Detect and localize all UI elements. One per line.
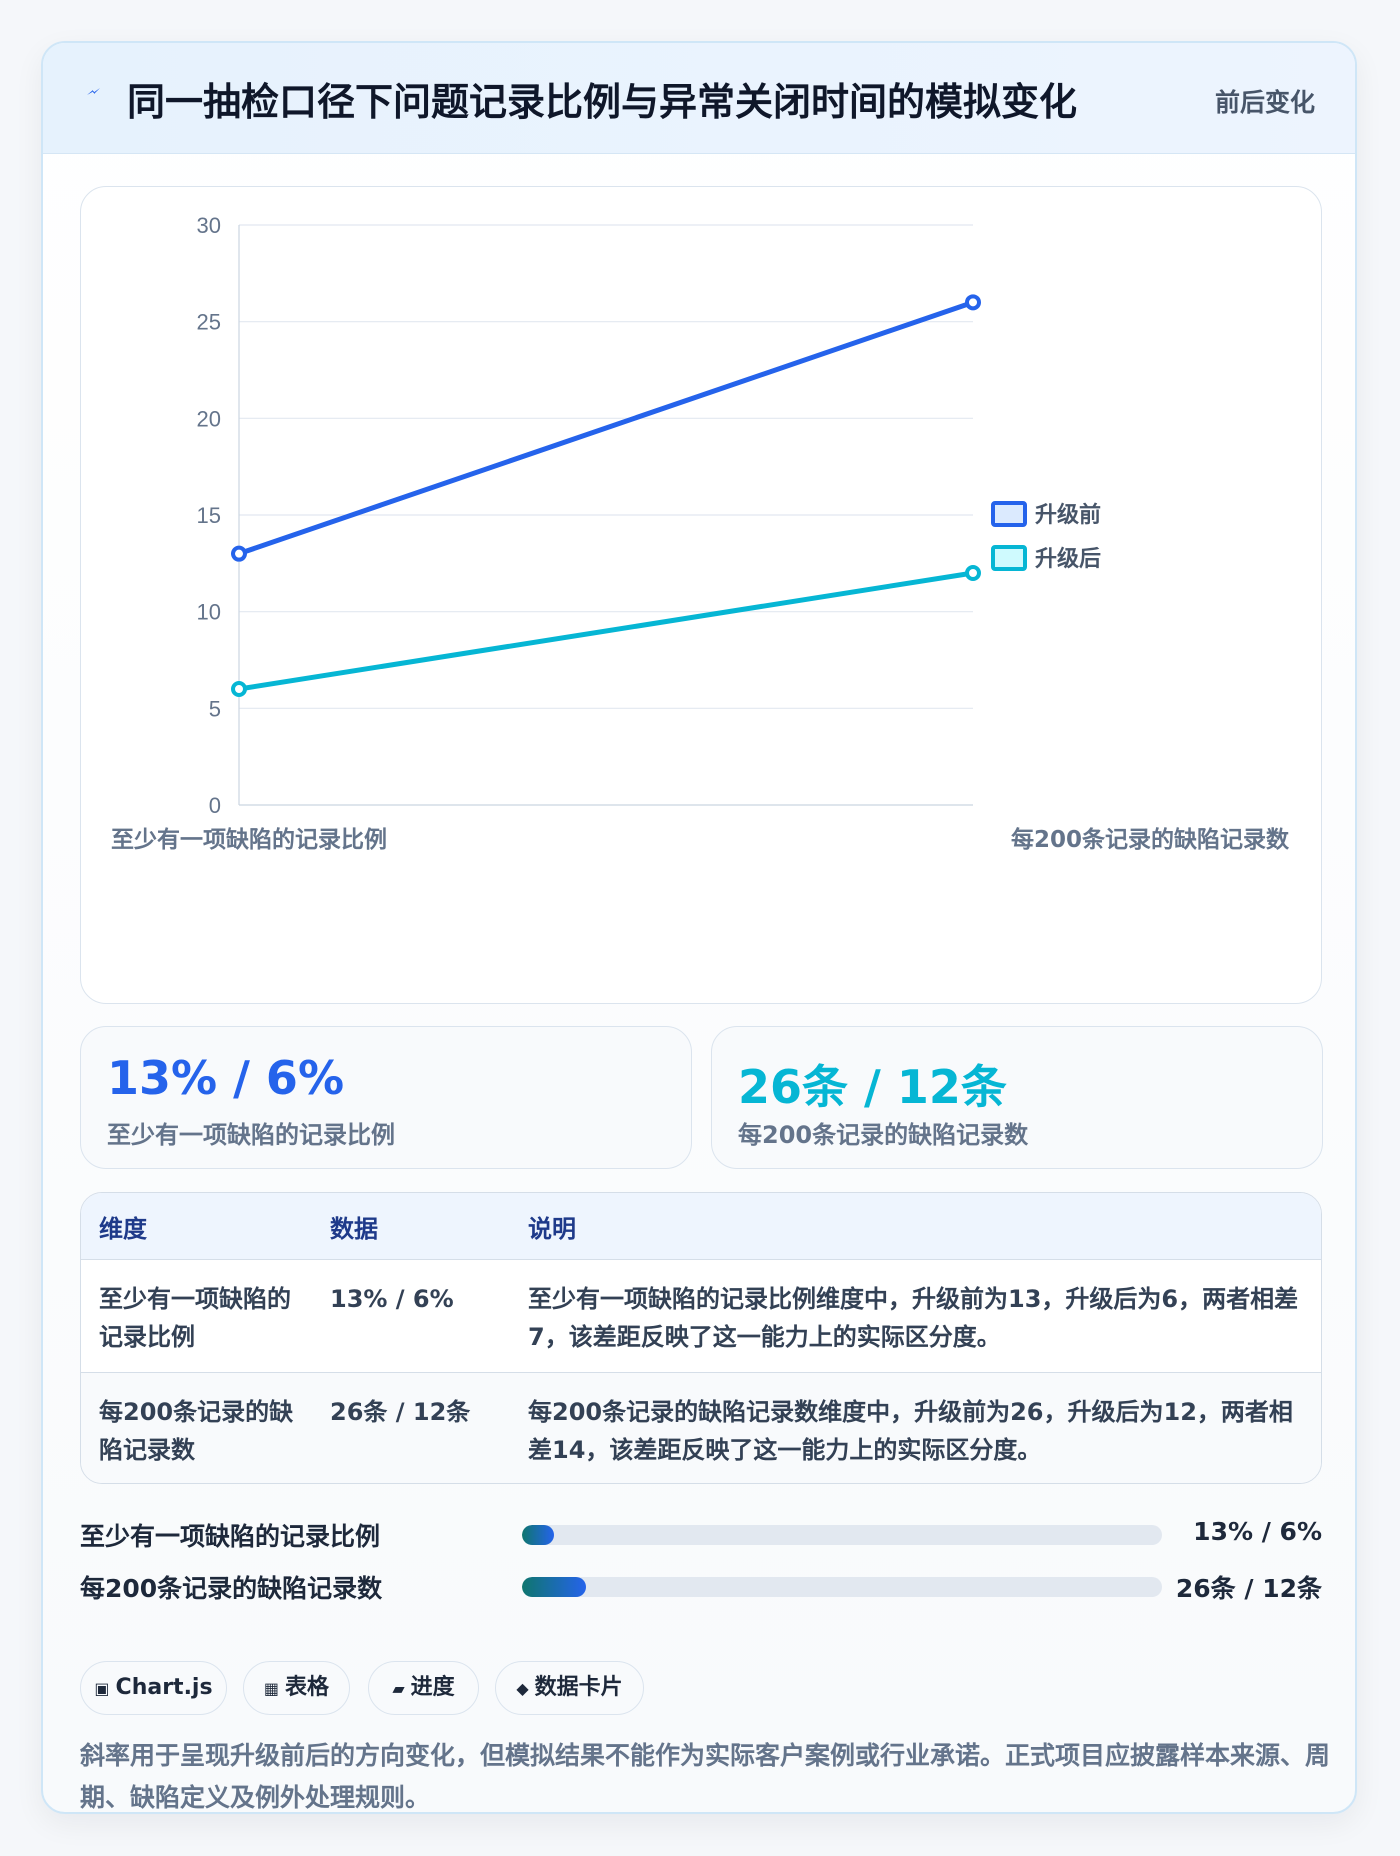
progress-value: 13% / 6% xyxy=(1193,1517,1322,1546)
legend-label: 升级后 xyxy=(1035,546,1101,572)
progress-label: 至少有一项缺陷的记录比例 xyxy=(80,1522,381,1551)
progress-track xyxy=(522,1577,1162,1597)
header-badge: 前后变化 xyxy=(1214,88,1315,117)
chip-table[interactable]: ▦ 表格 xyxy=(243,1661,350,1715)
table-cell: 每200条记录的缺陷记录数 xyxy=(81,1372,312,1483)
y-tick-label: 20 xyxy=(197,406,221,431)
chip-label: 进度 xyxy=(410,1675,455,1700)
table-cell: 26条 / 12条 xyxy=(312,1372,510,1483)
table-header-row: 维度 数据 说明 xyxy=(81,1193,1321,1260)
chip-label: Chart.js xyxy=(115,1675,213,1700)
table-header-cell: 说明 xyxy=(510,1193,1321,1260)
table-cell: 至少有一项缺陷的记录比例 xyxy=(99,1285,291,1351)
chip-progress[interactable]: ▰ 进度 xyxy=(368,1661,479,1715)
data-table: 维度 数据 说明 至少有一项缺陷的记录比例 13% / 6% 至少有一项缺陷的记… xyxy=(80,1192,1322,1484)
y-tick-label: 30 xyxy=(197,213,221,238)
page-title: 同一抽检口径下问题记录比例与异常关闭时间的模拟变化 xyxy=(127,80,1078,124)
chart-panel: 0 5 10 15 20 25 30 至少有一项缺陷的记录比例 每200条记录的缺陷记录数 升级前… xyxy=(80,186,1322,1004)
data-point xyxy=(965,565,981,581)
data-point xyxy=(231,545,247,562)
table-row: 至少有一项缺陷的记录比例 13% / 6% 至少有一项缺陷的记录比例维度中，升级… xyxy=(81,1260,1321,1373)
footnote: 斜率用于呈现升级前后的方向变化，但模拟结果不能作为实际客户案例或行业承诺。正式项… xyxy=(80,1741,1331,1812)
chip-label: 表格 xyxy=(285,1675,330,1700)
y-tick-label: 25 xyxy=(197,310,221,335)
stat-value: 26条 / 12条 xyxy=(738,1060,1007,1114)
lightning-icon xyxy=(87,88,100,95)
chip-label: 数据卡片 xyxy=(534,1675,623,1700)
data-point xyxy=(231,681,247,697)
series-line xyxy=(236,299,976,557)
table-cell: 每200条记录的缺陷记录数维度中，升级前为26，升级后为12，两者相差14，该差… xyxy=(510,1372,1321,1483)
main-card: 同一抽检口径下问题记录比例与异常关闭时间的模拟变化 前后变化 0 5 10 15 20 2… xyxy=(41,41,1357,1814)
table-cell: 13% / 6% xyxy=(330,1285,454,1313)
card-header: 同一抽检口径下问题记录比例与异常关闭时间的模拟变化 前后变化 xyxy=(43,43,1355,154)
stat-label: 至少有一项缺陷的记录比例 xyxy=(107,1121,395,1149)
stat-label: 每200条记录的缺陷记录数 xyxy=(738,1121,1029,1149)
y-tick-label: 15 xyxy=(197,503,221,528)
diamond-icon: ◆ xyxy=(516,1679,529,1698)
progress-icon: ▰ xyxy=(392,1679,405,1698)
stat-value: 13% / 6% xyxy=(107,1051,345,1105)
x-tick-label: 至少有一项缺陷的记录比例 xyxy=(111,826,387,853)
table-row: 每200条记录的缺陷记录数 26条 / 12条 每200条记录的缺陷记录数维度中… xyxy=(81,1372,1321,1483)
table-header-cell: 维度 xyxy=(81,1193,312,1260)
stat-card: 26条 / 12条 每200条记录的缺陷记录数 xyxy=(711,1026,1323,1169)
x-tick-label: 每200条记录的缺陷记录数 xyxy=(1011,826,1290,853)
table-header-cell: 数据 xyxy=(312,1193,510,1260)
table-cell: 至少有一项缺陷的记录比例维度中，升级前为13，升级后为6，两者相差7，该差距反映… xyxy=(528,1285,1299,1351)
chart-icon: ▣ xyxy=(94,1679,110,1698)
series-line xyxy=(236,570,976,692)
progress-fill xyxy=(522,1525,554,1545)
y-tick-label: 5 xyxy=(209,696,221,721)
progress-row: 至少有一项缺陷的记录比例 13% / 6% xyxy=(80,1513,1322,1553)
progress-row: 每200条记录的缺陷记录数 26条 / 12条 xyxy=(80,1565,1322,1605)
slope-chart: 0 5 10 15 20 25 30 至少有一项缺陷的记录比例 每200条记录的缺陷记录数 升级前… xyxy=(111,213,1290,853)
legend-swatch xyxy=(991,545,1027,571)
y-tick-label: 10 xyxy=(197,600,221,625)
data-point xyxy=(965,294,981,311)
chip-data-card[interactable]: ◆ 数据卡片 xyxy=(495,1661,644,1715)
legend-swatch xyxy=(991,501,1027,527)
progress-value: 26条 / 12条 xyxy=(1175,1574,1322,1603)
chip-chartjs[interactable]: ▣ Chart.js xyxy=(80,1661,227,1715)
y-tick-label: 0 xyxy=(209,793,221,818)
progress-label: 每200条记录的缺陷记录数 xyxy=(80,1574,383,1603)
stat-card: 13% / 6% 至少有一项缺陷的记录比例 xyxy=(80,1026,692,1169)
progress-track xyxy=(522,1525,1162,1545)
legend-label: 升级前 xyxy=(1035,502,1101,528)
table-icon: ▦ xyxy=(263,1679,280,1698)
progress-fill xyxy=(522,1577,586,1597)
